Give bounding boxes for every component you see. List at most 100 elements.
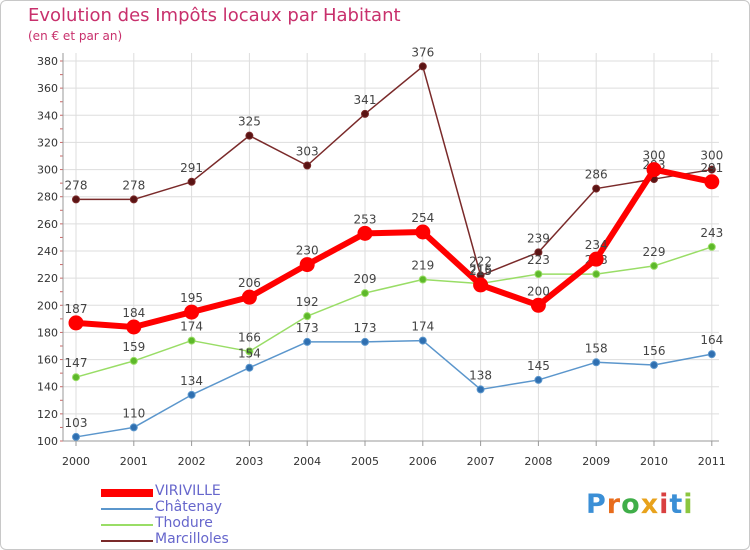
x-tick-label: 2008	[524, 455, 552, 468]
data-point-thodure	[245, 347, 254, 356]
data-label-viriville: 195	[180, 291, 203, 305]
data-point-thodure	[707, 242, 716, 251]
data-label-marcilloles: 286	[585, 168, 608, 182]
y-tick-label: 300	[37, 164, 58, 177]
data-label-thodure: 223	[527, 253, 550, 267]
data-label-chatenay: 164	[700, 333, 723, 347]
data-label-thodure: 229	[643, 245, 666, 259]
data-label-thodure: 174	[180, 320, 203, 334]
data-label-viriville: 234	[585, 238, 608, 252]
data-point-thodure	[650, 261, 658, 270]
data-label-thodure: 147	[65, 356, 88, 370]
y-tick-label: 120	[37, 408, 58, 421]
y-tick-label: 360	[37, 82, 58, 95]
data-label-marcilloles: 300	[700, 149, 723, 163]
data-point-chatenay	[303, 337, 312, 346]
data-label-chatenay: 173	[296, 321, 319, 335]
data-point-thodure	[534, 270, 543, 279]
data-label-chatenay: 110	[122, 406, 145, 420]
brand-letter: t	[669, 489, 684, 520]
x-tick-label: 2004	[293, 455, 321, 468]
data-point-viriville	[646, 162, 662, 178]
data-label-marcilloles: 291	[180, 161, 203, 175]
data-label-chatenay: 174	[411, 320, 434, 334]
data-point-chatenay	[707, 350, 716, 359]
data-label-viriville: 187	[65, 302, 88, 316]
data-label-marcilloles: 325	[238, 115, 261, 129]
data-label-chatenay: 154	[238, 347, 261, 361]
legend-swatch	[101, 540, 153, 542]
data-point-viriville	[241, 289, 257, 305]
data-label-chatenay: 156	[643, 344, 666, 358]
brand-logo: Proxiti	[586, 489, 694, 520]
legend-swatch	[101, 508, 153, 510]
data-point-marcilloles	[534, 248, 543, 257]
plot-area	[63, 53, 719, 441]
data-label-viriville: 206	[238, 276, 261, 290]
series-line-chatenay	[75, 339, 713, 438]
data-label-viriville: 200	[527, 284, 550, 298]
y-tick-label: 320	[37, 136, 58, 149]
data-point-thodure	[361, 289, 369, 298]
legend-label: Thodure	[155, 515, 213, 531]
data-label-marcilloles: 278	[65, 178, 88, 192]
data-label-viriville: 253	[354, 212, 377, 226]
legend-swatch	[101, 489, 153, 497]
data-point-marcilloles	[418, 62, 427, 71]
data-point-chatenay	[592, 358, 601, 367]
legend-swatch	[101, 524, 153, 526]
data-point-chatenay	[418, 336, 427, 345]
y-tick-label: 340	[37, 109, 58, 122]
y-tick-label: 260	[37, 218, 58, 231]
x-tick-label: 2003	[235, 455, 263, 468]
data-point-chatenay	[129, 423, 138, 432]
data-point-viriville	[473, 277, 489, 293]
legend-label: Châtenay	[155, 499, 223, 515]
data-point-thodure	[592, 270, 601, 279]
y-tick-label: 140	[37, 381, 58, 394]
y-tick-label: 200	[37, 299, 58, 312]
data-point-viriville	[588, 251, 604, 267]
y-tick-label: 240	[37, 245, 58, 258]
data-label-thodure: 159	[122, 340, 145, 354]
data-label-chatenay: 134	[180, 374, 203, 388]
data-point-chatenay	[361, 337, 369, 346]
data-label-thodure: 216	[469, 263, 492, 277]
data-label-viriville: 254	[411, 211, 434, 225]
y-tick-label: 180	[37, 326, 58, 339]
y-tick-label: 380	[37, 55, 58, 68]
y-tick-label: 100	[37, 435, 58, 448]
data-point-viriville	[357, 225, 373, 241]
y-tick-label: 220	[37, 272, 58, 285]
data-point-marcilloles	[72, 195, 80, 204]
brand-letter: r	[606, 489, 622, 520]
data-label-thodure: 209	[354, 272, 377, 286]
data-label-marcilloles: 239	[527, 231, 550, 245]
data-point-marcilloles	[707, 165, 716, 174]
data-point-viriville	[415, 224, 431, 240]
data-point-marcilloles	[592, 184, 601, 193]
data-point-thodure	[418, 275, 427, 284]
chart-title: Evolution des Impôts locaux par Habitant	[28, 5, 401, 26]
data-point-marcilloles	[129, 195, 138, 204]
x-tick-label: 2001	[120, 455, 148, 468]
data-label-viriville: 291	[700, 161, 723, 175]
data-point-chatenay	[534, 375, 543, 384]
data-label-marcilloles: 376	[411, 45, 434, 59]
data-label-chatenay: 158	[585, 341, 608, 355]
data-point-viriville	[126, 319, 142, 335]
data-label-viriville: 184	[122, 306, 145, 320]
data-label-viriville: 230	[296, 244, 319, 258]
x-tick-label: 2009	[582, 455, 610, 468]
data-point-chatenay	[245, 363, 254, 372]
series-line-viriville	[73, 166, 715, 330]
data-point-thodure	[72, 373, 80, 382]
data-point-marcilloles	[361, 109, 369, 118]
data-point-viriville	[68, 315, 84, 331]
legend-label: VIRIVILLE	[155, 483, 221, 499]
data-label-chatenay: 173	[354, 321, 377, 335]
data-point-chatenay	[72, 432, 80, 441]
data-point-marcilloles	[303, 161, 312, 170]
